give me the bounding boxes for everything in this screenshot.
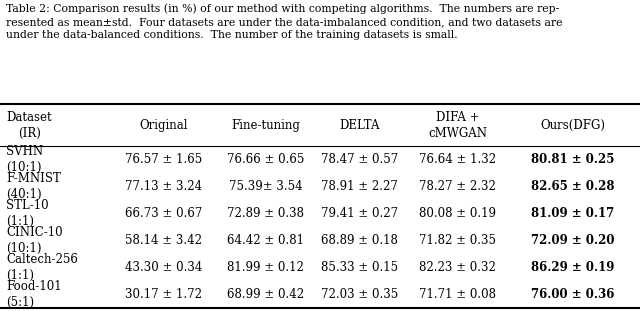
Text: Caltech-256
(1:1): Caltech-256 (1:1) [6, 253, 78, 282]
Text: Table 2: Comparison results (in %) of our method with competing algorithms.  The: Table 2: Comparison results (in %) of ou… [6, 3, 563, 40]
Text: 75.39± 3.54: 75.39± 3.54 [228, 180, 303, 193]
Text: 58.14 ± 3.42: 58.14 ± 3.42 [125, 234, 202, 247]
Text: Dataset
(IR): Dataset (IR) [6, 111, 52, 140]
Text: 80.81 ± 0.25: 80.81 ± 0.25 [531, 153, 614, 166]
Text: 79.41 ± 0.27: 79.41 ± 0.27 [321, 207, 398, 220]
Text: Ours(DFG): Ours(DFG) [540, 118, 605, 132]
Text: Food-101
(5:1): Food-101 (5:1) [6, 280, 62, 309]
Text: DELTA: DELTA [339, 118, 380, 132]
Text: Original: Original [139, 118, 188, 132]
Text: DIFA +
cMWGAN: DIFA + cMWGAN [428, 111, 487, 140]
Text: CINIC-10
(10:1): CINIC-10 (10:1) [6, 226, 63, 255]
Text: 78.47 ± 0.57: 78.47 ± 0.57 [321, 153, 398, 166]
Text: 86.29 ± 0.19: 86.29 ± 0.19 [531, 261, 614, 274]
Text: 71.82 ± 0.35: 71.82 ± 0.35 [419, 234, 496, 247]
Text: STL-10
(1:1): STL-10 (1:1) [6, 199, 49, 228]
Text: 78.91 ± 2.27: 78.91 ± 2.27 [321, 180, 398, 193]
Text: 77.13 ± 3.24: 77.13 ± 3.24 [125, 180, 202, 193]
Text: SVHN
(10:1): SVHN (10:1) [6, 145, 44, 174]
Text: 72.89 ± 0.38: 72.89 ± 0.38 [227, 207, 304, 220]
Text: 82.23 ± 0.32: 82.23 ± 0.32 [419, 261, 496, 274]
Text: 30.17 ± 1.72: 30.17 ± 1.72 [125, 288, 202, 301]
Text: 82.65 ± 0.28: 82.65 ± 0.28 [531, 180, 614, 193]
Text: 72.03 ± 0.35: 72.03 ± 0.35 [321, 288, 398, 301]
Text: 78.27 ± 2.32: 78.27 ± 2.32 [419, 180, 496, 193]
Text: 80.08 ± 0.19: 80.08 ± 0.19 [419, 207, 496, 220]
Text: 81.99 ± 0.12: 81.99 ± 0.12 [227, 261, 304, 274]
Text: 68.89 ± 0.18: 68.89 ± 0.18 [321, 234, 398, 247]
Text: 76.66 ± 0.65: 76.66 ± 0.65 [227, 153, 304, 166]
Text: 64.42 ± 0.81: 64.42 ± 0.81 [227, 234, 304, 247]
Text: 81.09 ± 0.17: 81.09 ± 0.17 [531, 207, 614, 220]
Text: 76.57 ± 1.65: 76.57 ± 1.65 [125, 153, 202, 166]
Text: 71.71 ± 0.08: 71.71 ± 0.08 [419, 288, 496, 301]
Text: 43.30 ± 0.34: 43.30 ± 0.34 [125, 261, 202, 274]
Text: 66.73 ± 0.67: 66.73 ± 0.67 [125, 207, 202, 220]
Text: 68.99 ± 0.42: 68.99 ± 0.42 [227, 288, 304, 301]
Text: 76.64 ± 1.32: 76.64 ± 1.32 [419, 153, 496, 166]
Text: 72.09 ± 0.20: 72.09 ± 0.20 [531, 234, 614, 247]
Text: Fine-tuning: Fine-tuning [231, 118, 300, 132]
Text: F-MNIST
(40:1): F-MNIST (40:1) [6, 172, 61, 201]
Text: 76.00 ± 0.36: 76.00 ± 0.36 [531, 288, 614, 301]
Text: 85.33 ± 0.15: 85.33 ± 0.15 [321, 261, 398, 274]
